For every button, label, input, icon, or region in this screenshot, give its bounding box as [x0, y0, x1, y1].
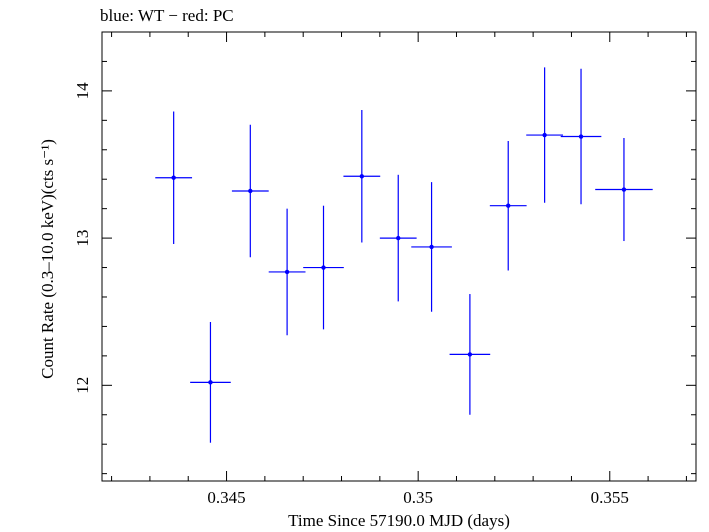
- data-point: [449, 294, 491, 415]
- point-marker: [467, 352, 473, 357]
- plot-frame: [101, 31, 697, 482]
- data-point: [379, 174, 417, 302]
- y-tick-label: 13: [73, 230, 92, 247]
- x-tick-label: 0.35: [403, 488, 433, 507]
- chart-title: blue: WT − red: PC: [100, 6, 234, 25]
- point-marker: [321, 265, 326, 270]
- data-point: [526, 67, 564, 203]
- x-tick-label: 0.345: [207, 488, 245, 507]
- point-marker: [359, 174, 365, 179]
- axis-ticks: 0.345 0.35 0.355 12 13 14: [73, 31, 696, 507]
- data-point: [560, 68, 602, 205]
- x-tick-label: 0.355: [591, 488, 629, 507]
- x-axis-label: Time Since 57190.0 MJD (days): [288, 511, 510, 530]
- data-point: [411, 182, 452, 312]
- data-point: [231, 124, 269, 258]
- y-axis-label: Count Rate (0.3–10.0 keV)(cts s⁻¹): [38, 139, 57, 379]
- data-point: [190, 322, 231, 443]
- data-point: [489, 140, 527, 271]
- data-point: [303, 205, 344, 330]
- data-point: [343, 110, 381, 243]
- data-point: [595, 137, 653, 242]
- y-tick-label: 14: [73, 82, 92, 100]
- point-marker: [578, 134, 584, 139]
- point-marker: [506, 203, 511, 208]
- point-marker: [621, 187, 627, 192]
- point-marker: [248, 188, 253, 194]
- data-point: [268, 208, 306, 336]
- point-marker: [396, 235, 401, 241]
- point-marker: [208, 380, 213, 385]
- point-marker: [284, 269, 290, 275]
- point-marker: [429, 244, 434, 250]
- y-tick-label: 12: [73, 377, 92, 394]
- point-marker: [171, 175, 176, 180]
- data-point: [155, 111, 193, 244]
- data-marks: [155, 67, 653, 443]
- point-marker: [542, 132, 547, 138]
